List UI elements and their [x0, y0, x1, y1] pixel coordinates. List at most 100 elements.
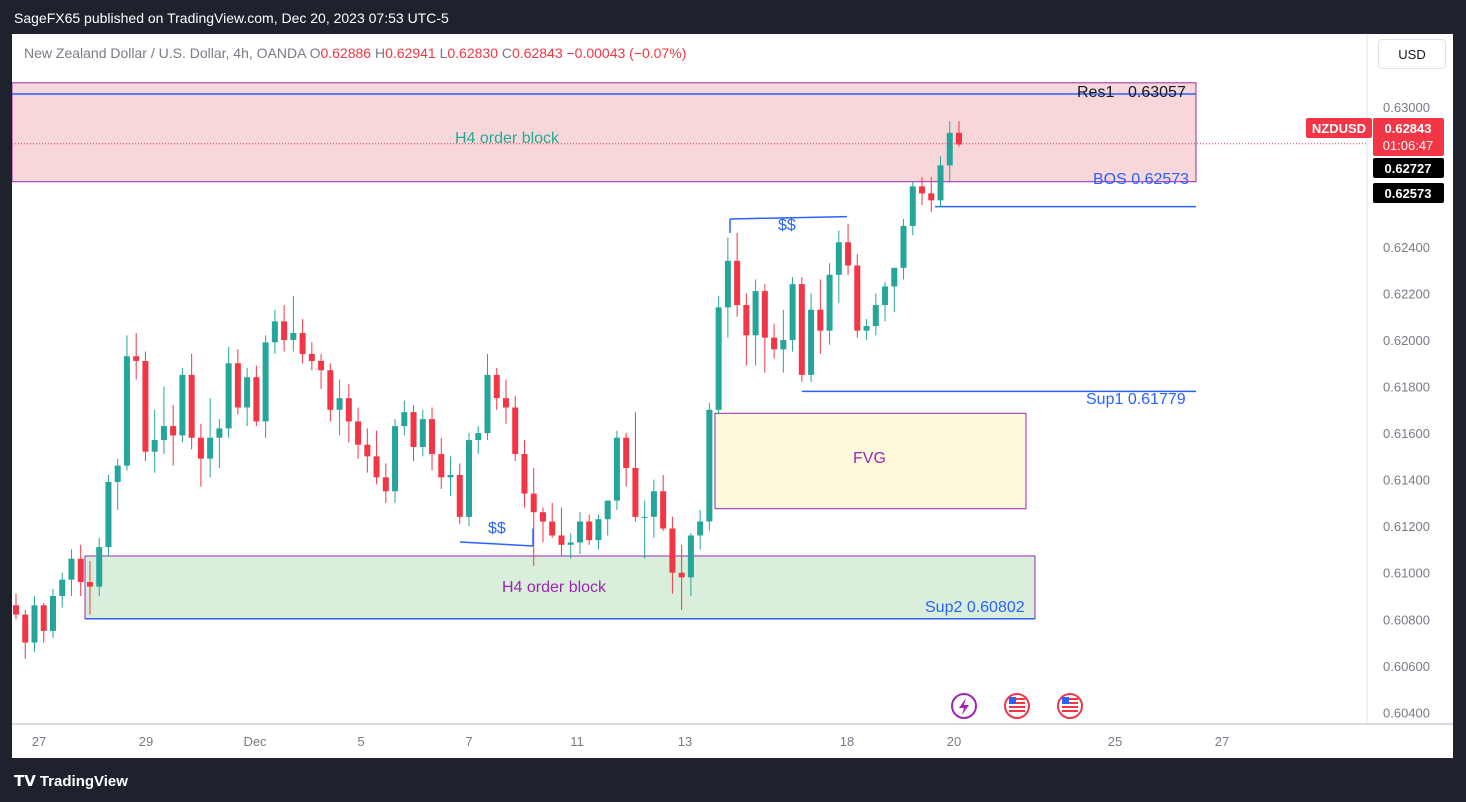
- chart-panel[interactable]: Res1 0.63057 H4 order block BOS 0.62573 $$ Su…: [12, 34, 1453, 758]
- us-flag-icon[interactable]: [1057, 693, 1083, 719]
- candle-body: [946, 132, 953, 166]
- candle-body: [105, 481, 112, 548]
- countdown-badge: 01:06:47: [1383, 138, 1434, 153]
- chart-canvas[interactable]: Res1 0.63057 H4 order block BOS 0.62573 $$ Su…: [12, 34, 1453, 758]
- candle-body: [613, 437, 620, 501]
- price-axis-label: 0.60600: [1383, 659, 1430, 674]
- lightning-icon[interactable]: [951, 693, 977, 719]
- price-axis-label: 0.63000: [1383, 100, 1430, 115]
- candle-body: [244, 377, 251, 408]
- candle-body: [262, 342, 269, 422]
- publisher-line: SageFX65 published on TradingView.com, D…: [14, 10, 449, 26]
- candle-body: [123, 356, 130, 466]
- candle-body: [484, 374, 491, 434]
- candle-body: [345, 398, 352, 422]
- candle-body: [179, 374, 186, 436]
- price-axis-label: 0.60400: [1383, 705, 1430, 720]
- candle-body: [59, 579, 66, 596]
- currency-button[interactable]: USD: [1378, 39, 1446, 69]
- candle-body: [623, 437, 630, 468]
- candle-body: [234, 363, 241, 408]
- candle-body: [539, 512, 546, 522]
- candle-body: [669, 528, 676, 573]
- candle-body: [882, 286, 889, 306]
- candle-body: [456, 474, 463, 517]
- candle-body: [151, 440, 158, 452]
- candle-body: [706, 409, 713, 522]
- candle-body: [817, 309, 824, 331]
- brand-name: TradingView: [39, 773, 128, 790]
- level2-badge: 0.62573: [1385, 186, 1432, 201]
- level2-badge-bg: [1373, 183, 1444, 203]
- candle-body: [789, 284, 796, 340]
- open-label: O: [309, 45, 321, 61]
- candle-body: [900, 225, 907, 268]
- candle-body: [752, 291, 759, 336]
- candle-body: [558, 535, 565, 545]
- candle-body: [919, 186, 926, 194]
- candle-body: [641, 516, 648, 518]
- us-flag-canton: [1062, 697, 1069, 704]
- time-axis-label: 13: [678, 734, 692, 749]
- fvg-zone: [714, 412, 1027, 510]
- resistance-zone: [12, 82, 1197, 183]
- close-label: C: [501, 45, 512, 61]
- time-axis-label: 7: [465, 734, 472, 749]
- symbol-legend: New Zealand Dollar / U.S. Dollar, 4h, OA…: [24, 45, 686, 61]
- time-axis-label: 29: [139, 734, 153, 749]
- publisher-bar: SageFX65 published on TradingView.com, D…: [0, 0, 1466, 34]
- candle-body: [891, 267, 898, 287]
- candle-body: [382, 477, 389, 492]
- us-flag-stripe: [1062, 710, 1078, 712]
- price-axis-label: 0.62000: [1383, 333, 1430, 348]
- candle-body: [678, 572, 685, 578]
- candle-body: [576, 521, 583, 543]
- price-axis-label: 0.61000: [1383, 566, 1430, 581]
- candle-body: [438, 454, 445, 478]
- candle-body: [401, 412, 408, 427]
- candle-body: [271, 321, 278, 343]
- h4-order-block-top-label: H4 order block: [455, 130, 560, 147]
- liquidity-label-top: $$: [778, 217, 796, 234]
- candle-body: [253, 377, 260, 422]
- time-axis-label: 11: [570, 734, 584, 749]
- candle-body: [142, 360, 149, 452]
- footer-bar: 𝗧𝗩 TradingView: [0, 758, 1466, 802]
- candle-body: [410, 412, 417, 448]
- candle-body: [715, 307, 722, 410]
- candle-body: [697, 521, 704, 536]
- ticker-badge-bg: [1306, 118, 1372, 138]
- candle-body: [650, 491, 657, 517]
- candle-body: [290, 332, 297, 340]
- candle-body: [299, 332, 306, 354]
- candle-body: [207, 437, 214, 459]
- close-value: 0.62843: [512, 45, 563, 61]
- us-flag-stripe: [1009, 698, 1025, 700]
- candle-body: [604, 500, 611, 520]
- candle-body: [687, 535, 694, 578]
- candle-body: [86, 582, 93, 587]
- level1-badge: 0.62727: [1385, 161, 1432, 176]
- candle-body: [724, 260, 731, 308]
- candle-body: [595, 519, 602, 541]
- candle-body: [512, 407, 519, 455]
- candle-body: [743, 305, 750, 336]
- candle-body: [373, 456, 380, 478]
- candle-body: [466, 440, 473, 517]
- candle-body: [327, 370, 334, 410]
- tradingview-logo[interactable]: 𝗧𝗩 TradingView: [14, 772, 128, 790]
- time-axis-label: 5: [357, 734, 364, 749]
- candle-body: [170, 426, 177, 436]
- candle-body: [937, 165, 944, 201]
- candle-body: [854, 265, 861, 331]
- candle-body: [863, 326, 870, 331]
- candle-body: [429, 419, 436, 455]
- candle-body: [447, 474, 454, 478]
- candle-body: [826, 274, 833, 331]
- candle-body: [549, 521, 556, 536]
- time-axis-label: 18: [840, 734, 854, 749]
- candle-body: [225, 363, 232, 429]
- us-flag-icon[interactable]: [1004, 693, 1030, 719]
- candle-body: [493, 374, 500, 399]
- price-axis-label: 0.61200: [1383, 519, 1430, 534]
